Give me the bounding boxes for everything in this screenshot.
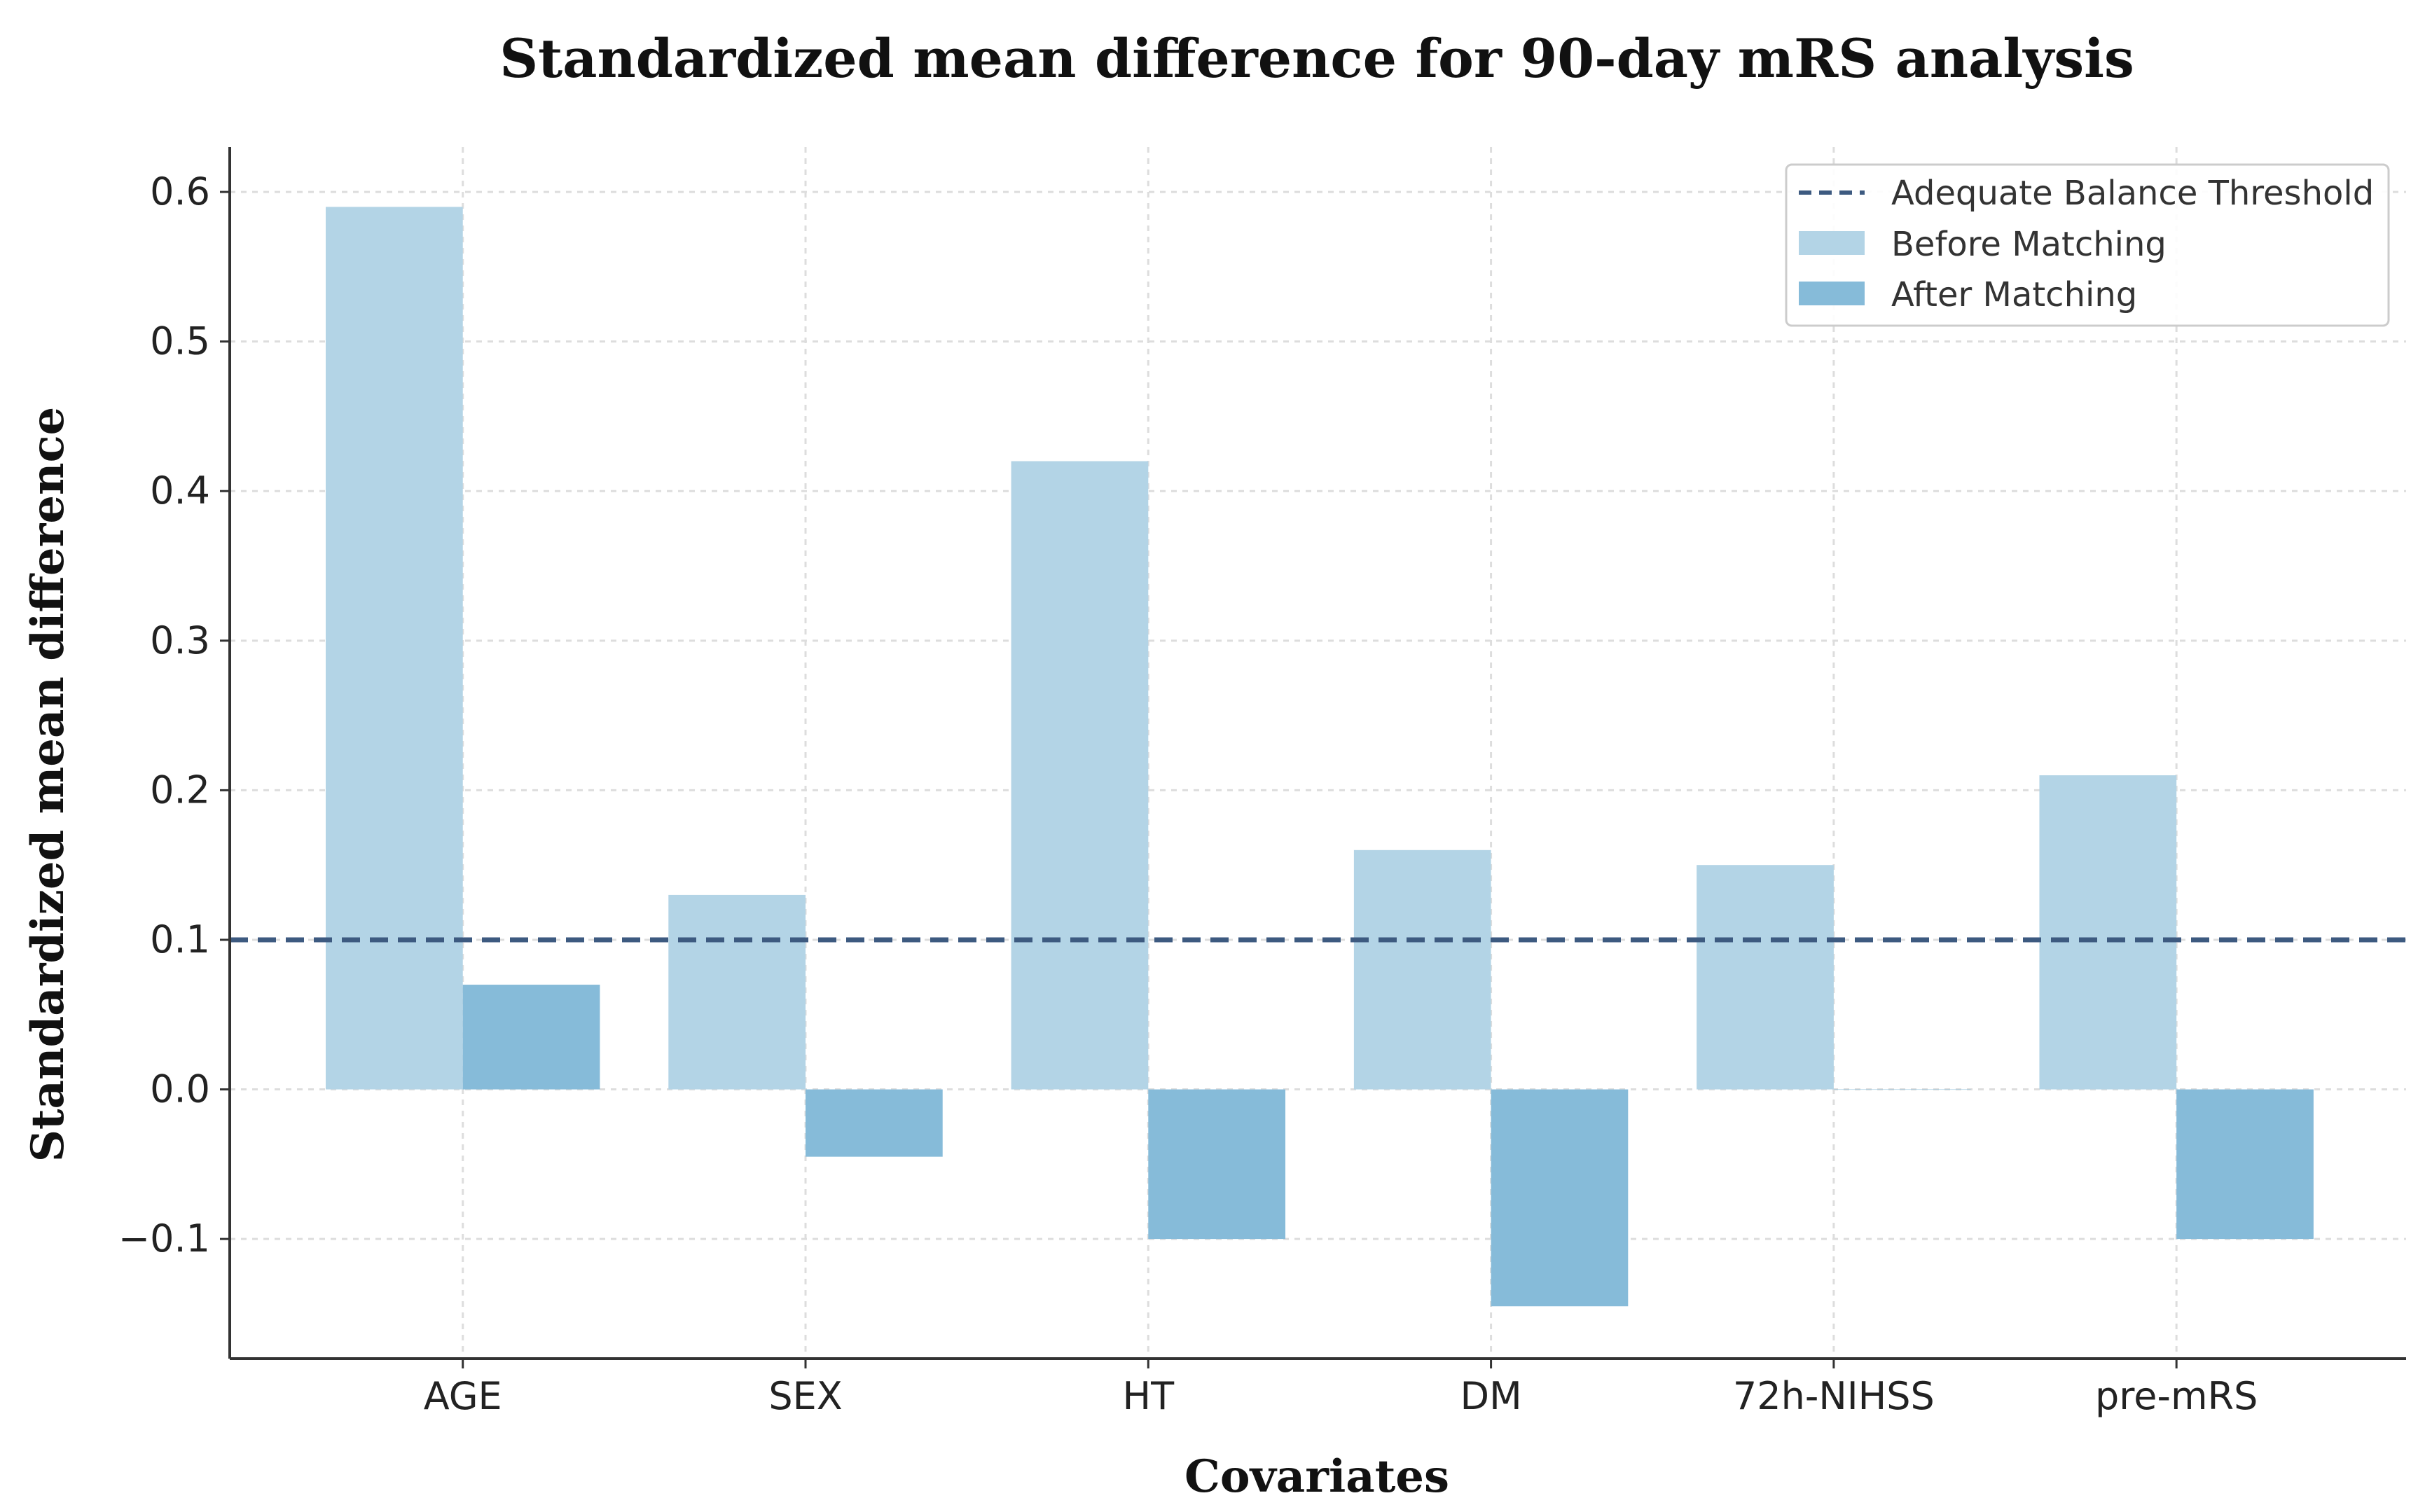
axes (220, 147, 2406, 1368)
y-tick-label: 0.5 (150, 319, 210, 363)
legend-before-swatch (1799, 231, 1865, 255)
tick-labels: −0.1 0.0 0.1 0.2 0.3 0.4 0.5 0.6 AGE SEX HT DM 72h-N… (118, 169, 2258, 1418)
x-tick-label: AGE (424, 1374, 502, 1418)
x-tick-label: 72h-NIHSS (1733, 1374, 1935, 1418)
y-tick-label: 0.2 (150, 768, 210, 812)
x-tick-label: DM (1460, 1374, 1522, 1418)
x-tick-label: pre-mRS (2095, 1374, 2258, 1418)
bar-after-matching (2176, 1089, 2314, 1240)
bar-before-matching (1353, 849, 1491, 1090)
x-tick-label: SEX (768, 1374, 842, 1418)
bar-before-matching (326, 207, 463, 1090)
bar-before-matching (1011, 461, 1149, 1090)
legend-label-after: After Matching (1891, 275, 2137, 314)
chart-title: Standardized mean difference for 90-day … (499, 27, 2134, 90)
y-tick-label: 0.6 (150, 169, 210, 214)
y-tick-label: 0.1 (150, 917, 210, 962)
y-tick-label: 0.4 (150, 469, 210, 513)
legend-frame (1785, 163, 2390, 327)
y-tick-label: 0.3 (150, 618, 210, 663)
x-axis-label: Covariates (1184, 1450, 1449, 1503)
y-axis-label: Standardized mean difference (22, 407, 74, 1163)
bar-before-matching (2039, 775, 2177, 1090)
grid (230, 147, 2406, 1359)
legend: Adequate Balance Threshold Before Matchi… (1785, 163, 2390, 327)
bar-after-matching (1148, 1089, 1286, 1240)
legend-label-before: Before Matching (1891, 225, 2167, 264)
bars (326, 207, 2314, 1307)
bar-before-matching (1697, 865, 1834, 1090)
bar-after-matching (1491, 1089, 1629, 1307)
bar-before-matching (668, 894, 806, 1090)
y-tick-label: −0.1 (118, 1216, 210, 1261)
y-tick-label: 0.0 (150, 1067, 210, 1111)
x-tick-label: HT (1123, 1374, 1175, 1418)
bar-after-matching (806, 1089, 943, 1157)
bar-after-matching (462, 985, 600, 1090)
legend-label-threshold: Adequate Balance Threshold (1891, 174, 2374, 213)
legend-after-swatch (1799, 282, 1865, 305)
